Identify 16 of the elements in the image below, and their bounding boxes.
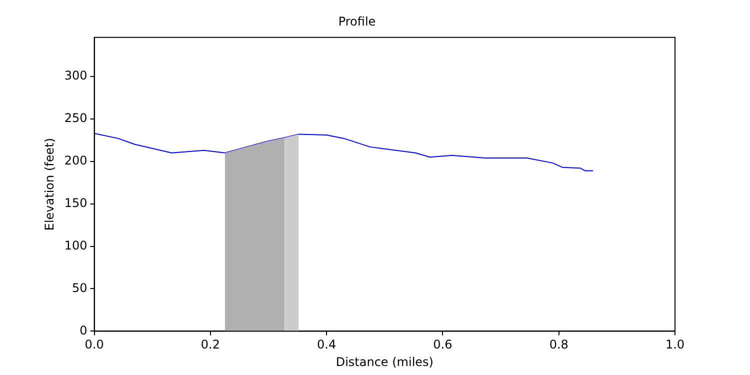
y-tick-label: 300 [64, 68, 88, 83]
x-tick-label: 0.6 [433, 338, 452, 352]
x-axis-title: Distance (miles) [336, 354, 434, 369]
y-tick-label: 0 [80, 323, 88, 338]
x-tick-label: 0.8 [549, 338, 568, 352]
chart-title: Profile [338, 14, 376, 28]
y-tick-label: 200 [64, 154, 88, 168]
y-tick-label: 150 [64, 196, 88, 210]
x-tick-label: 0.2 [200, 338, 220, 352]
x-tick-label: 0.4 [317, 338, 336, 352]
y-tick-label: 100 [64, 238, 88, 252]
x-tick-label: 0.0 [84, 338, 104, 352]
y-tick-label: 250 [64, 111, 88, 126]
y-tick-label: 50 [72, 280, 88, 295]
y-axis-title: Elevation (feet) [42, 138, 56, 231]
x-tick-label: 1.0 [665, 338, 685, 352]
